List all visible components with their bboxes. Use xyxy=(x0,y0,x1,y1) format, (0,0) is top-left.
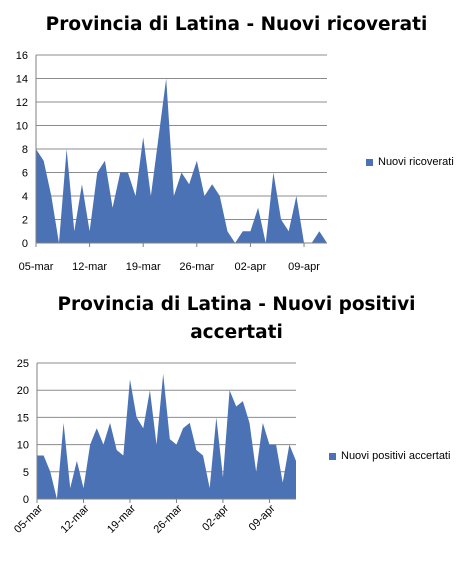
y-tick-label: 15 xyxy=(17,412,29,424)
y-tick-label: 5 xyxy=(23,467,29,479)
legend-swatch xyxy=(329,452,336,460)
x-tick-label: 12-mar xyxy=(72,261,107,272)
y-tick-label: 0 xyxy=(22,238,28,250)
legend-swatch xyxy=(366,158,373,166)
x-tick-label: 26-mar xyxy=(151,502,184,535)
y-tick-label: 4 xyxy=(22,191,28,203)
x-tick-label: 19-mar xyxy=(126,261,161,272)
y-tick-label: 10 xyxy=(16,121,28,133)
area-series xyxy=(36,78,327,243)
y-tick-label: 14 xyxy=(16,74,28,86)
chart-title-text: Provincia di Latina - Nuovi positivi acc… xyxy=(57,294,416,343)
x-tick-label: 09-apr xyxy=(247,502,278,533)
legend: Nuovi ricoverati xyxy=(366,156,454,168)
chart-title: Provincia di Latina - Nuovi ricoverati xyxy=(45,14,428,35)
legend-label: Nuovi positivi accertati xyxy=(341,450,451,462)
x-tick-label: 19-mar xyxy=(105,502,138,535)
y-tick-label: 16 xyxy=(16,50,28,62)
x-tick-label: 02-apr xyxy=(200,502,231,533)
x-tick-label: 05-mar xyxy=(12,502,45,535)
legend: Nuovi positivi accertati xyxy=(329,450,450,462)
y-tick-label: 25 xyxy=(17,358,29,370)
x-tick-label: 12-mar xyxy=(58,502,91,535)
x-tick-label: 26-mar xyxy=(179,261,214,272)
y-tick-label: 20 xyxy=(17,385,29,397)
chart-positivi: 0 5 10 15 20 25 05-mar 12-mar 19-mar 26-mar 02-apr… xyxy=(12,358,296,536)
chart-ricoverati: 0 2 4 6 8 10 12 14 16 05-mar 12-mar 19-mar 26-mar 02-… xyxy=(16,50,327,272)
y-tick-label: 8 xyxy=(22,144,28,156)
y-tick-label: 10 xyxy=(17,440,29,452)
y-tick-label: 2 xyxy=(22,215,28,227)
area-series xyxy=(37,373,296,499)
legend-label: Nuovi ricoverati xyxy=(378,156,454,168)
chart-title: Provincia di Latina - Nuovi positivi acc… xyxy=(0,291,473,347)
x-tick-label: 09-apr xyxy=(288,261,320,272)
chart-panel-positivi: Provincia di Latina - Nuovi positivi acc… xyxy=(0,272,473,564)
x-tick-label: 05-mar xyxy=(19,261,54,272)
y-tick-label: 0 xyxy=(23,494,29,506)
chart-panel-ricoverati: Provincia di Latina - Nuovi ricoverati 0… xyxy=(0,0,473,272)
y-tick-label: 6 xyxy=(22,168,28,180)
y-tick-label: 12 xyxy=(16,97,28,109)
x-tick-label: 02-apr xyxy=(235,261,267,272)
